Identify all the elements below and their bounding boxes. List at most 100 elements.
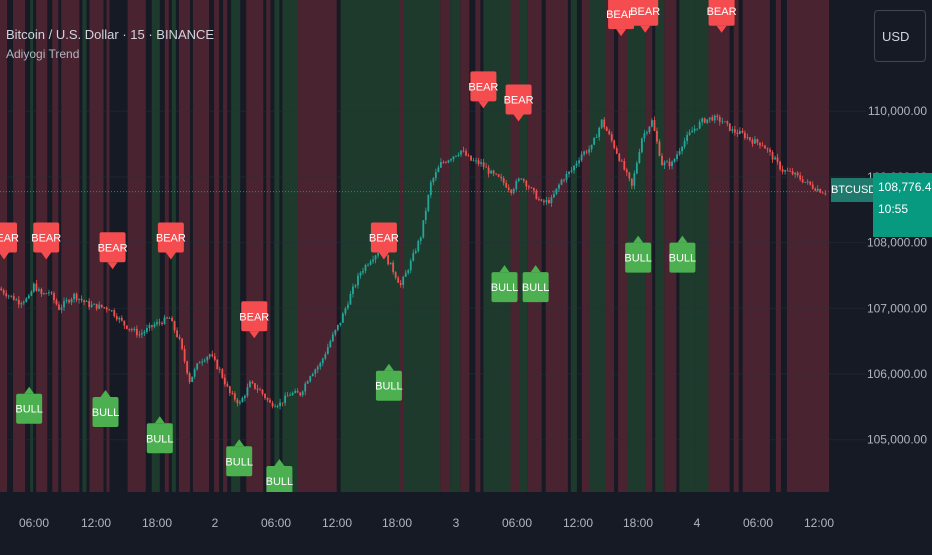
candle-body [445, 162, 447, 164]
candle-body [100, 304, 103, 308]
bear-zone [61, 0, 80, 492]
label-text: BULL [92, 407, 120, 419]
candle-body [535, 190, 538, 200]
candle-body [279, 402, 281, 406]
bull-signal-label[interactable]: BULL [669, 235, 697, 273]
label-text: BEAR [156, 232, 186, 244]
candle-body [412, 252, 415, 261]
bear-signal-label[interactable]: BEAR [369, 222, 399, 260]
bull-signal-label[interactable]: BULL [624, 235, 652, 273]
label-box [625, 242, 652, 273]
candle-body [736, 132, 739, 134]
bull-signal-label[interactable]: BULL [491, 265, 519, 303]
y-tick-label: 110,000.00 [868, 104, 927, 118]
candle-body [545, 199, 548, 203]
candle-body [178, 336, 181, 339]
candle-body [756, 139, 759, 143]
symbol-title[interactable]: Bitcoin / U.S. Dollar · 15 · BINANCE [6, 27, 215, 42]
candle-body [166, 317, 168, 319]
candle-body [646, 132, 648, 134]
label-pointer [154, 416, 165, 424]
label-pointer [383, 363, 394, 371]
candle-body [786, 170, 789, 172]
candle-body [683, 140, 686, 147]
bull-signal-label[interactable]: BULL [146, 416, 174, 454]
bull-signal-label[interactable]: BULL [225, 439, 253, 477]
candle-body [314, 369, 317, 374]
bull-signal-label[interactable]: BULL [15, 386, 43, 424]
candle-body [321, 358, 324, 364]
candle-body [88, 301, 91, 308]
bear-zone [127, 0, 146, 492]
candle-body [367, 264, 369, 266]
candle-body [640, 138, 643, 153]
candle-body [261, 389, 264, 394]
bear-signal-label[interactable]: BEAR [239, 301, 269, 339]
candle-body [0, 288, 3, 291]
label-box [99, 232, 126, 263]
label-pointer [274, 458, 285, 466]
candle-body [555, 188, 558, 194]
candle-body [575, 163, 578, 166]
candle-body [203, 360, 206, 362]
bear-signal-label[interactable]: BEAR [156, 222, 186, 260]
candle-body [437, 167, 440, 173]
label-box [226, 446, 253, 477]
indicator-title[interactable]: Adiyogi Trend [6, 47, 80, 61]
bear-signal-label[interactable]: BEAR [98, 232, 128, 270]
label-text: BEAR [468, 81, 498, 93]
candle-body [718, 116, 721, 122]
candle-body [43, 293, 45, 295]
candle-body [414, 251, 417, 253]
candle-body [289, 394, 292, 396]
candle-body [487, 167, 490, 174]
x-tick-label: 12:00 [804, 516, 834, 530]
bear-signal-label[interactable]: BEAR [504, 84, 534, 122]
candle-body [530, 187, 533, 189]
label-text: BEAR [98, 242, 128, 254]
candle-body [630, 178, 633, 186]
bull-zone [695, 0, 709, 492]
candle-body [83, 300, 86, 302]
candle-body [60, 307, 63, 310]
x-tick-label: 12:00 [322, 516, 352, 530]
candle-body [799, 175, 802, 180]
label-pointer [41, 252, 52, 260]
candle-body [2, 290, 5, 294]
bear-signal-label[interactable]: BEAR [0, 222, 19, 260]
bear-signal-label[interactable]: BEAR [606, 0, 636, 37]
bear-signal-label[interactable]: BEAR [468, 71, 498, 109]
bear-zone [460, 0, 470, 492]
bear-signal-label[interactable]: BEAR [707, 0, 737, 33]
candles [0, 113, 827, 410]
candle-body [329, 341, 332, 348]
candle-body [299, 392, 302, 396]
candle-body [764, 145, 766, 149]
candle-body [733, 129, 736, 133]
label-pointer [478, 101, 489, 109]
candle-body [319, 363, 322, 367]
candle-body [362, 270, 364, 273]
candle-body [254, 383, 256, 389]
candle-body [512, 189, 515, 193]
bull-zone [588, 0, 606, 492]
bull-signal-label[interactable]: BULL [92, 389, 120, 427]
currency-button[interactable]: USD [874, 10, 926, 62]
bull-signal-label[interactable]: BULL [522, 265, 550, 303]
candle-body [560, 179, 563, 185]
bull-zone [231, 0, 241, 492]
bull-signal-label[interactable]: BULL [266, 458, 294, 496]
candle-body [55, 300, 58, 305]
candle-body [284, 395, 287, 404]
bear-signal-label[interactable]: BEAR [31, 222, 61, 260]
bull-signal-label[interactable]: BULL [375, 363, 403, 401]
last-price: 108,776.47 [878, 180, 932, 194]
candle-body [801, 179, 804, 183]
bear-signal-label[interactable]: BEAR [630, 0, 660, 33]
candle-body [316, 366, 319, 370]
candle-body [429, 182, 432, 196]
candle-body [809, 181, 812, 185]
candle-body [12, 295, 15, 301]
candle-body [548, 199, 550, 204]
